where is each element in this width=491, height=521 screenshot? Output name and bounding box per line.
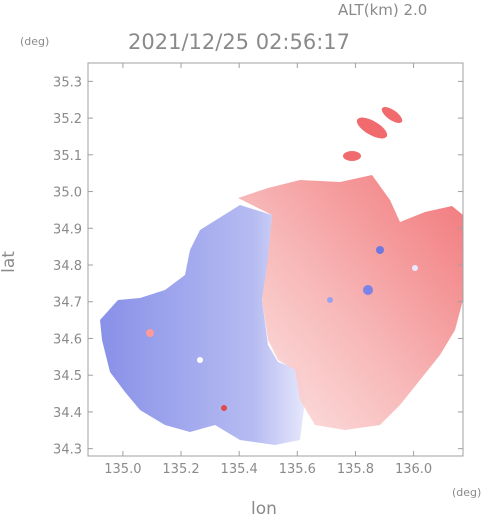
y-tick-label: 34.9 (53, 222, 82, 237)
x-axis-title: lon (251, 499, 277, 519)
x-tick-label: 135.0 (104, 462, 141, 477)
y-tick-label: 34.5 (53, 369, 82, 384)
x-tick-label: 135.2 (162, 462, 199, 477)
x-tick-label: 136.0 (395, 462, 432, 477)
y-tick-label: 34.3 (53, 443, 82, 458)
x-unit-label: (deg) (452, 486, 481, 499)
west-approaching-area (100, 205, 305, 445)
altitude-label: ALT(km) 2.0 (338, 1, 427, 19)
velocity-field (100, 106, 463, 445)
y-axis-title: lat (0, 251, 19, 273)
northeast-receding-cells (343, 106, 403, 161)
y-unit-label: (deg) (20, 35, 49, 48)
y-tick-label: 35.1 (53, 149, 82, 164)
field-speckles (146, 246, 418, 411)
y-tick-label: 34.4 (53, 406, 82, 421)
x-tick-label: 135.6 (279, 462, 316, 477)
y-tick-label: 34.7 (53, 296, 82, 311)
x-axis: 135.0 135.2 135.4 135.6 135.8 136.0 (104, 63, 432, 477)
y-tick-label: 34.8 (53, 259, 82, 274)
y-tick-label: 35.3 (53, 75, 82, 90)
x-tick-label: 135.4 (221, 462, 258, 477)
y-tick-label: 35.0 (53, 186, 82, 201)
y-tick-label: 34.6 (53, 332, 82, 347)
east-receding-area (238, 175, 463, 430)
x-tick-label: 135.8 (337, 462, 374, 477)
plot-frame (87, 62, 464, 457)
y-tick-label: 35.2 (53, 112, 82, 127)
timestamp-title: 2021/12/25 02:56:17 (128, 30, 350, 54)
y-axis: 35.3 35.2 35.1 35.0 34.9 34.8 34.7 34.6 34.5 34.4… (53, 75, 463, 458)
